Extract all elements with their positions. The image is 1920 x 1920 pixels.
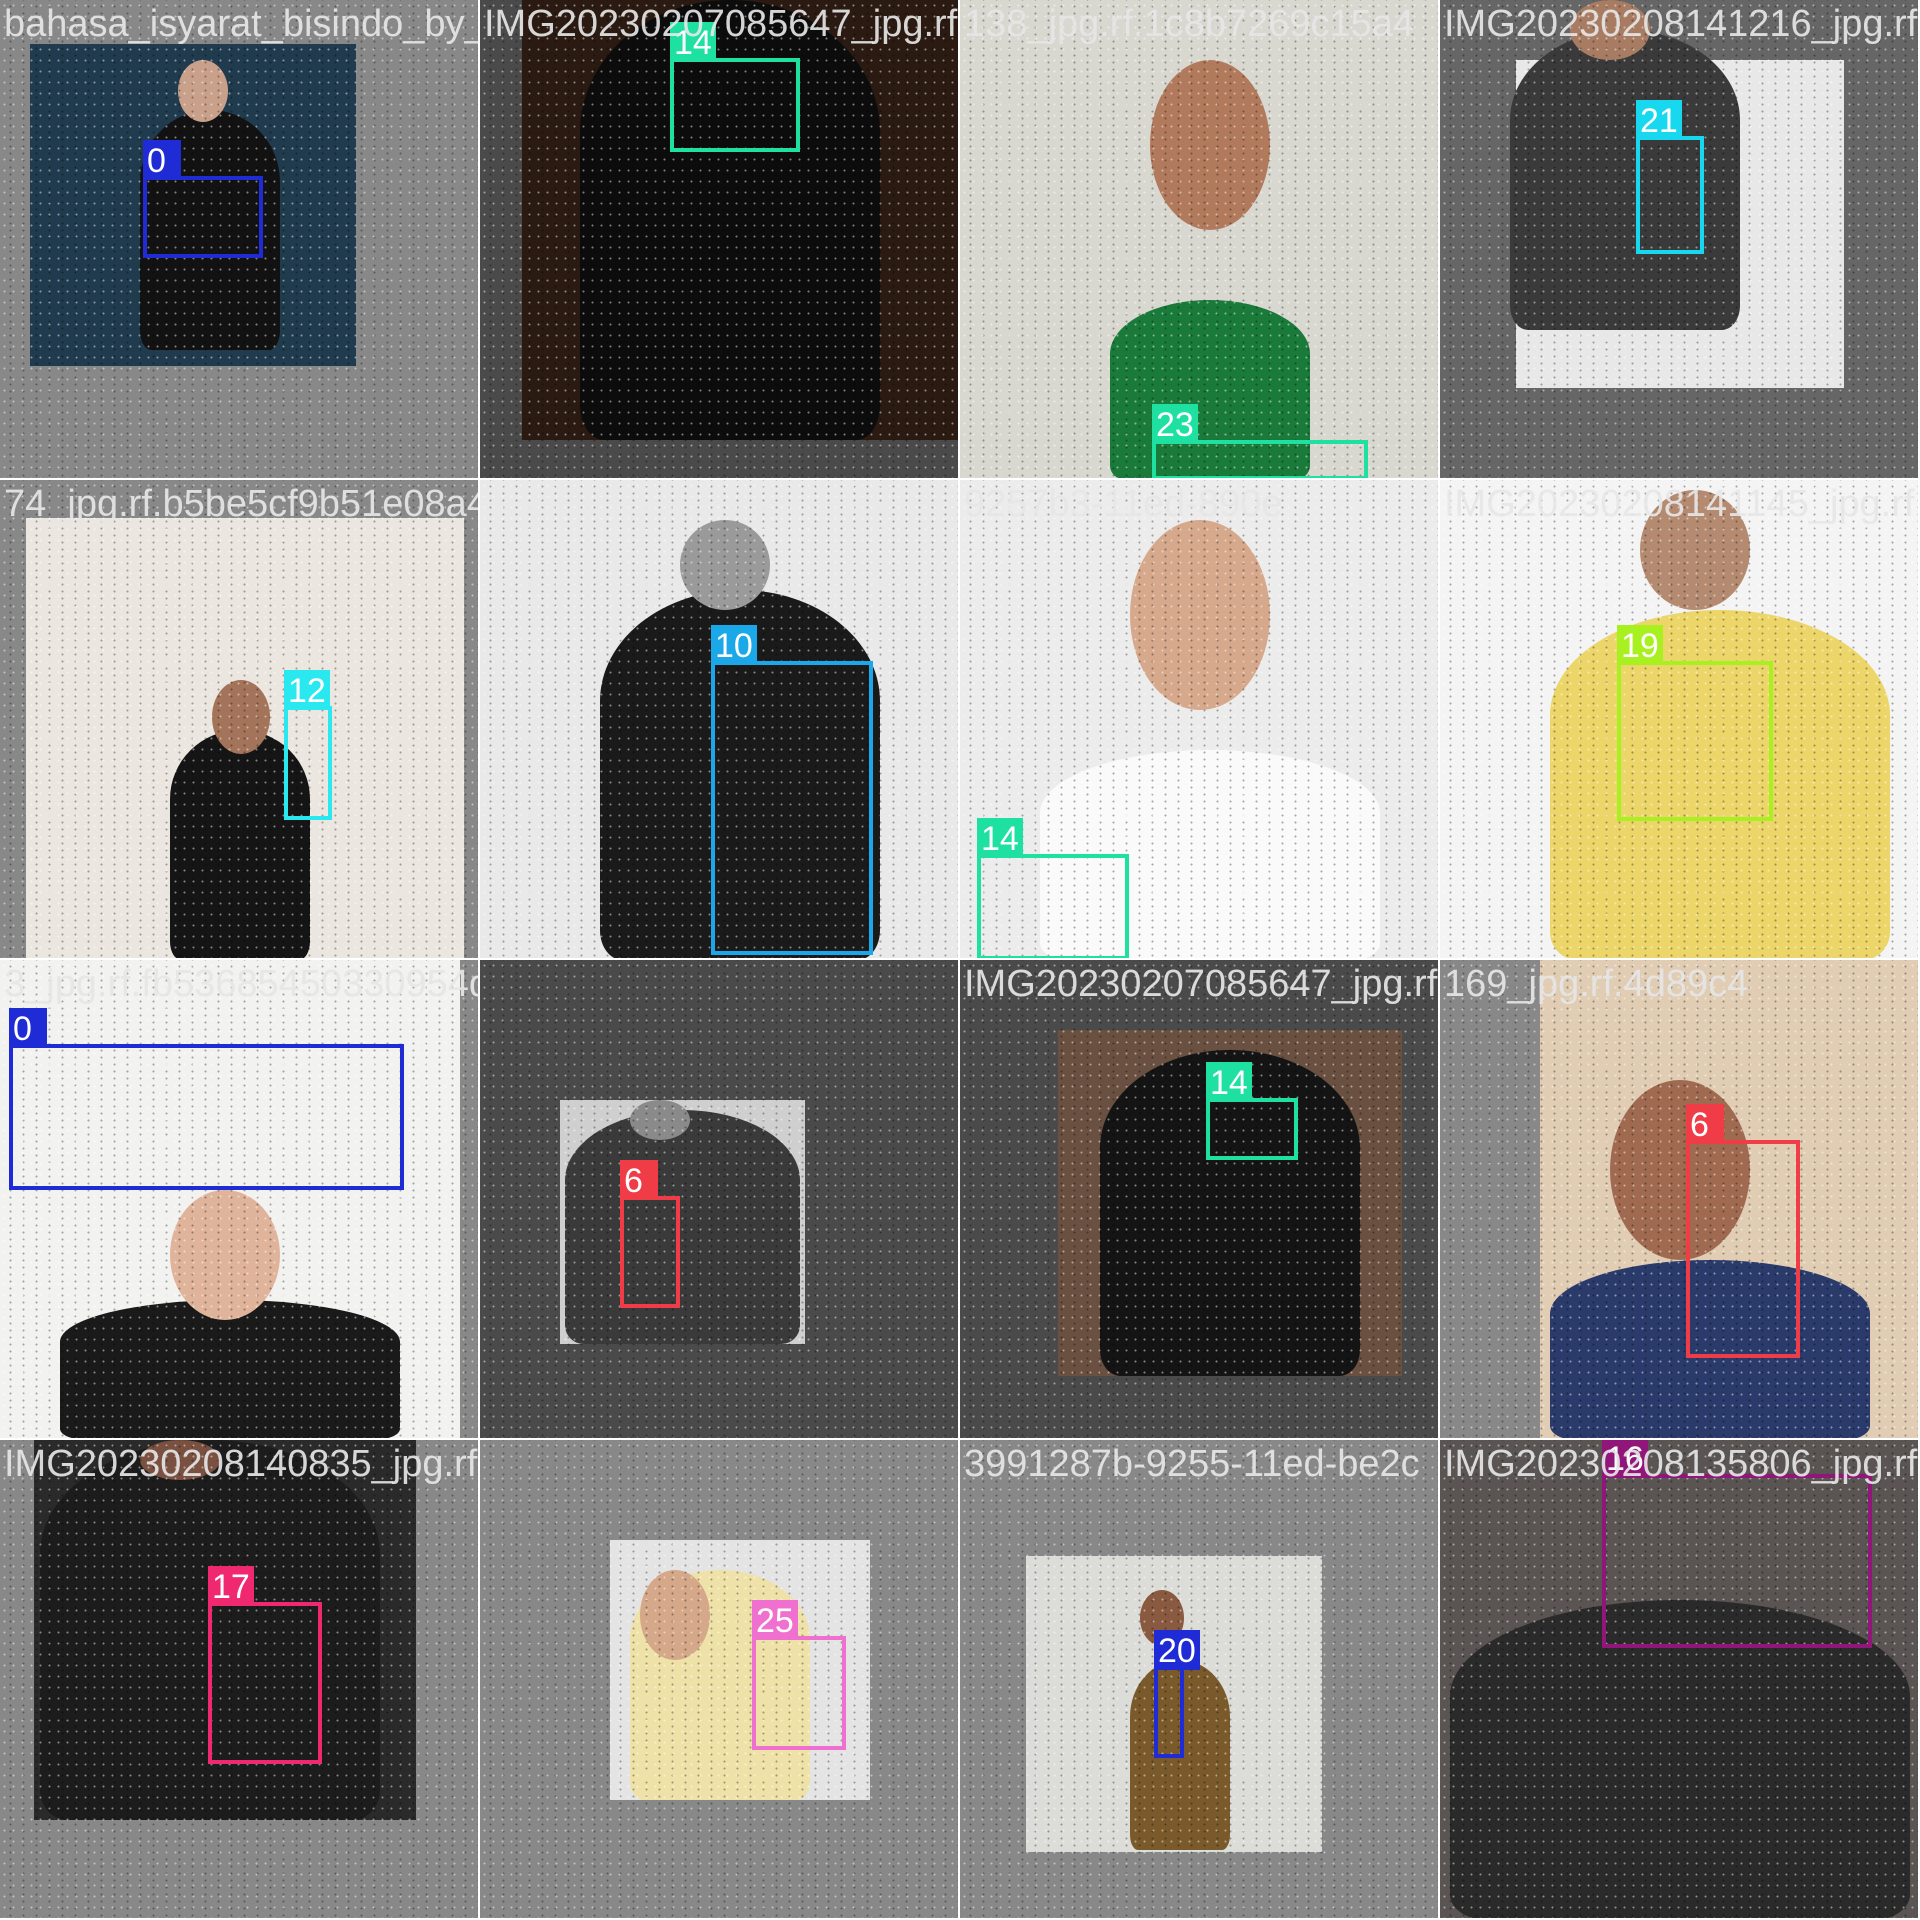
bounding-box: 14 [1206, 1062, 1298, 1160]
class-label: 10 [711, 625, 757, 665]
person-torso [1100, 1050, 1360, 1376]
bounding-box: 12 [284, 670, 332, 820]
bounding-box: 19 [1617, 625, 1773, 821]
mosaic-tile: 21 IMG20230208141216_jpg.rf [1440, 0, 1920, 480]
image-filename: IMG20230208141216_jpg.rf [1444, 3, 1918, 45]
bounding-box: 17 [208, 1566, 322, 1764]
person-head [640, 1570, 710, 1660]
person-head [1150, 60, 1270, 230]
person-head [630, 1100, 690, 1140]
person-head [178, 60, 228, 122]
class-label: 16 [1602, 1440, 1648, 1478]
person-torso [1450, 1600, 1910, 1918]
bounding-box: 23 [1152, 404, 1368, 478]
mosaic-tile: 16 IMG20230208135806_jpg.rf [1440, 1440, 1920, 1920]
person-torso [1510, 30, 1740, 330]
image-filename: 3991287b-9255-11ed-be2c [964, 1443, 1420, 1485]
person-torso [60, 1300, 400, 1438]
mosaic-tile: 20 3991287b-9255-11ed-be2c [960, 1440, 1440, 1920]
person-head [212, 680, 270, 754]
person-torso [565, 1110, 800, 1344]
mosaic-tile: 10 [480, 480, 960, 960]
mosaic-tile: 0 bahasa_isyarat_bisindo_by_tMG2023020708… [0, 0, 480, 480]
person-head [1640, 490, 1750, 610]
person-torso [580, 0, 880, 440]
mosaic-tile: 17IMG20230208140835_jpg.rf.IMG2023020912… [0, 1440, 480, 1920]
mosaic-tile: 1274_jpg.rf.b5be5cf9b51e08a42a72b1b-9558… [0, 480, 480, 960]
person-torso [1110, 300, 1310, 478]
person-head [680, 520, 770, 610]
person-torso [1550, 610, 1890, 958]
bounding-box: 6 [620, 1160, 680, 1308]
image-filename: IMG20230207085647_jpg.rf. [964, 963, 1440, 1005]
bounding-box: 10 [711, 625, 873, 955]
class-label: 0 [9, 1008, 47, 1048]
class-label: 19 [1617, 625, 1663, 665]
class-label: 6 [1686, 1104, 1724, 1144]
mosaic-tile: 6 169_jpg.rf.4d89c4 [1440, 960, 1920, 1440]
bounding-box: 0 [143, 140, 263, 258]
person-head [140, 1440, 220, 1480]
class-label: 14 [977, 818, 1023, 858]
bounding-box: 14 [977, 818, 1129, 958]
class-label: 6 [620, 1160, 658, 1200]
mosaic-tile: 03_jpg.rf.fb53685450330954dIMG2023020813… [0, 960, 480, 1440]
person-head [170, 1190, 280, 1320]
class-label: 17 [208, 1566, 254, 1606]
bounding-box: 16 [1602, 1440, 1872, 1648]
bounding-box: 14 [670, 22, 800, 152]
person-head [1570, 0, 1650, 60]
class-label: 23 [1152, 404, 1198, 444]
mosaic-tile: 23 138_jpg.rf.1c8b7269c15a4 [960, 0, 1440, 480]
mosaic-tile: 19 IMG20230208141145_jpg.rf [1440, 480, 1920, 960]
bounding-box: 6 [1686, 1104, 1800, 1358]
class-label: 20 [1154, 1630, 1200, 1670]
bounding-box: 20 [1154, 1630, 1200, 1758]
class-label: 12 [284, 670, 330, 710]
person-torso [1550, 1260, 1870, 1438]
person-head [1610, 1080, 1750, 1260]
class-label: 14 [670, 22, 716, 62]
class-label: 0 [143, 140, 181, 180]
mosaic-tile: 14 IMG20230207085647_jpg.rf. [480, 0, 960, 480]
bounding-box: 0 [9, 1008, 404, 1190]
class-label: 14 [1206, 1062, 1252, 1102]
person-head [1130, 520, 1270, 710]
mosaic-tile: 14 9257b3-11ed-890e [960, 480, 1440, 960]
image-filename: bahasa_isyarat_bisindo_by_tMG20230207085… [4, 3, 478, 45]
bounding-box: 21 [1636, 100, 1704, 254]
class-label: 25 [752, 1600, 798, 1640]
class-label: 21 [1636, 100, 1682, 140]
mosaic-tile: 25 [480, 1440, 960, 1920]
bounding-box: 25 [752, 1600, 846, 1750]
mosaic-tile: 6 [480, 960, 960, 1440]
mosaic-tile: 14 IMG20230207085647_jpg.rf. [960, 960, 1440, 1440]
